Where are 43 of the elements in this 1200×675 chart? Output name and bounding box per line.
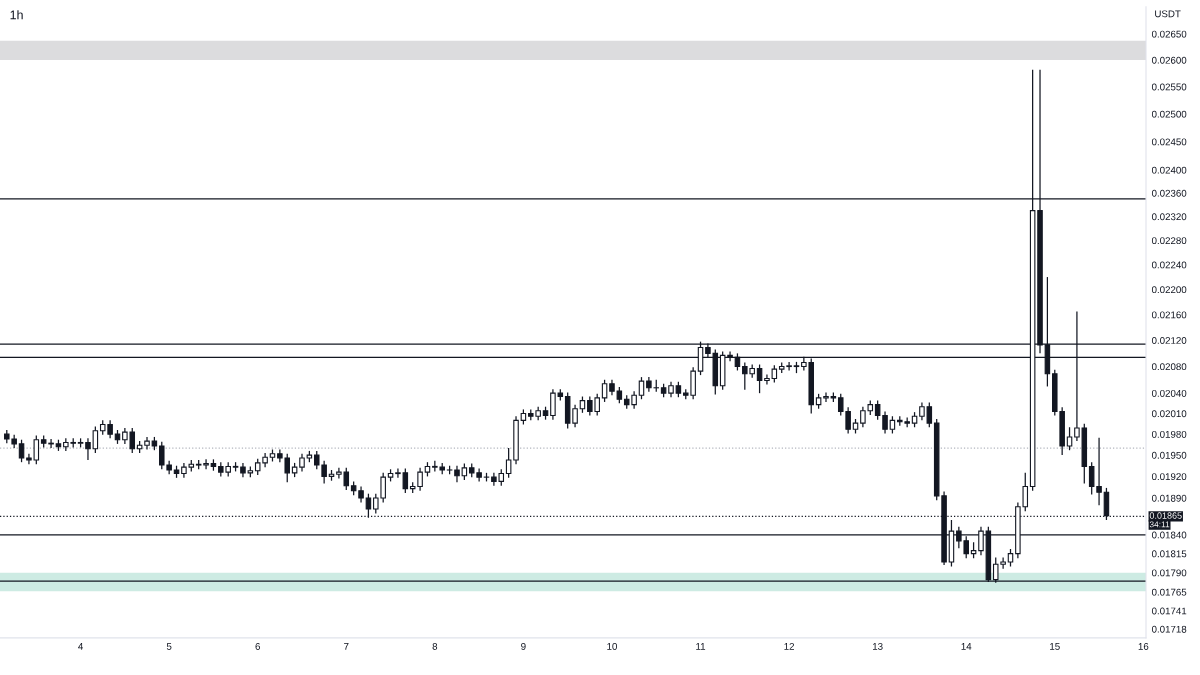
y-tick-label: 0.01840 — [1151, 531, 1187, 539]
y-tick-label: 0.01790 — [1151, 569, 1187, 577]
y-tick-label: 0.01741 — [1151, 607, 1187, 615]
y-tick-label: 0.02240 — [1151, 261, 1187, 269]
ref-line-label: 0.01865 — [1149, 512, 1182, 519]
y-tick-label: 0.02360 — [1151, 189, 1187, 197]
x-tick-label: 8 — [432, 642, 438, 650]
y-tick-label: 0.02120 — [1151, 337, 1187, 344]
y-tick-label: 0.02650 — [1151, 30, 1187, 38]
x-tick-label: 9 — [521, 642, 526, 650]
y-tick-label: 0.02080 — [1151, 363, 1187, 371]
y-tick-label: 0.02600 — [1151, 56, 1187, 64]
y-tick-label: 0.01980 — [1151, 430, 1187, 438]
y-tick-label: 0.01950 — [1151, 451, 1187, 459]
x-tick-label: 11 — [696, 643, 706, 650]
y-tick-label: 0.02450 — [1151, 138, 1187, 146]
x-tick-label: 4 — [78, 643, 84, 650]
x-tick-label: 6 — [255, 642, 260, 650]
x-tick-label: 16 — [1138, 642, 1149, 650]
y-tick-label: 0.02040 — [1151, 389, 1187, 397]
y-axis-title: USDT — [1155, 10, 1181, 18]
y-tick-label: 0.02550 — [1151, 83, 1187, 91]
y-tick-label: 0.01815 — [1151, 550, 1187, 558]
text: 34:11 — [1149, 521, 1170, 528]
y-tick-label: 0.02400 — [1151, 166, 1187, 174]
y-tick-label: 0.01718 — [1151, 625, 1187, 633]
y-tick-label: 0.02500 — [1151, 110, 1187, 118]
x-tick-label: 12 — [784, 642, 795, 650]
y-tick-label: 0.02160 — [1151, 311, 1187, 319]
y-tick-label: 0.02280 — [1151, 237, 1187, 245]
y-tick-label: 0.01765 — [1151, 588, 1187, 596]
x-tick-label: 7 — [344, 643, 349, 650]
chart-title: 1h — [10, 10, 23, 20]
x-tick-label: 10 — [607, 642, 617, 650]
y-tick-label: 0.02010 — [1151, 410, 1187, 418]
y-tick-label: 0.02320 — [1151, 213, 1187, 221]
y-tick-label: 0.02200 — [1151, 286, 1187, 294]
x-tick-label: 13 — [872, 642, 883, 650]
x-tick-label: 14 — [961, 643, 972, 650]
y-tick-label: 0.01890 — [1151, 494, 1187, 502]
x-tick-label: 15 — [1050, 643, 1060, 650]
y-tick-label: 0.01920 — [1151, 473, 1187, 481]
x-tick-label: 5 — [166, 643, 172, 650]
